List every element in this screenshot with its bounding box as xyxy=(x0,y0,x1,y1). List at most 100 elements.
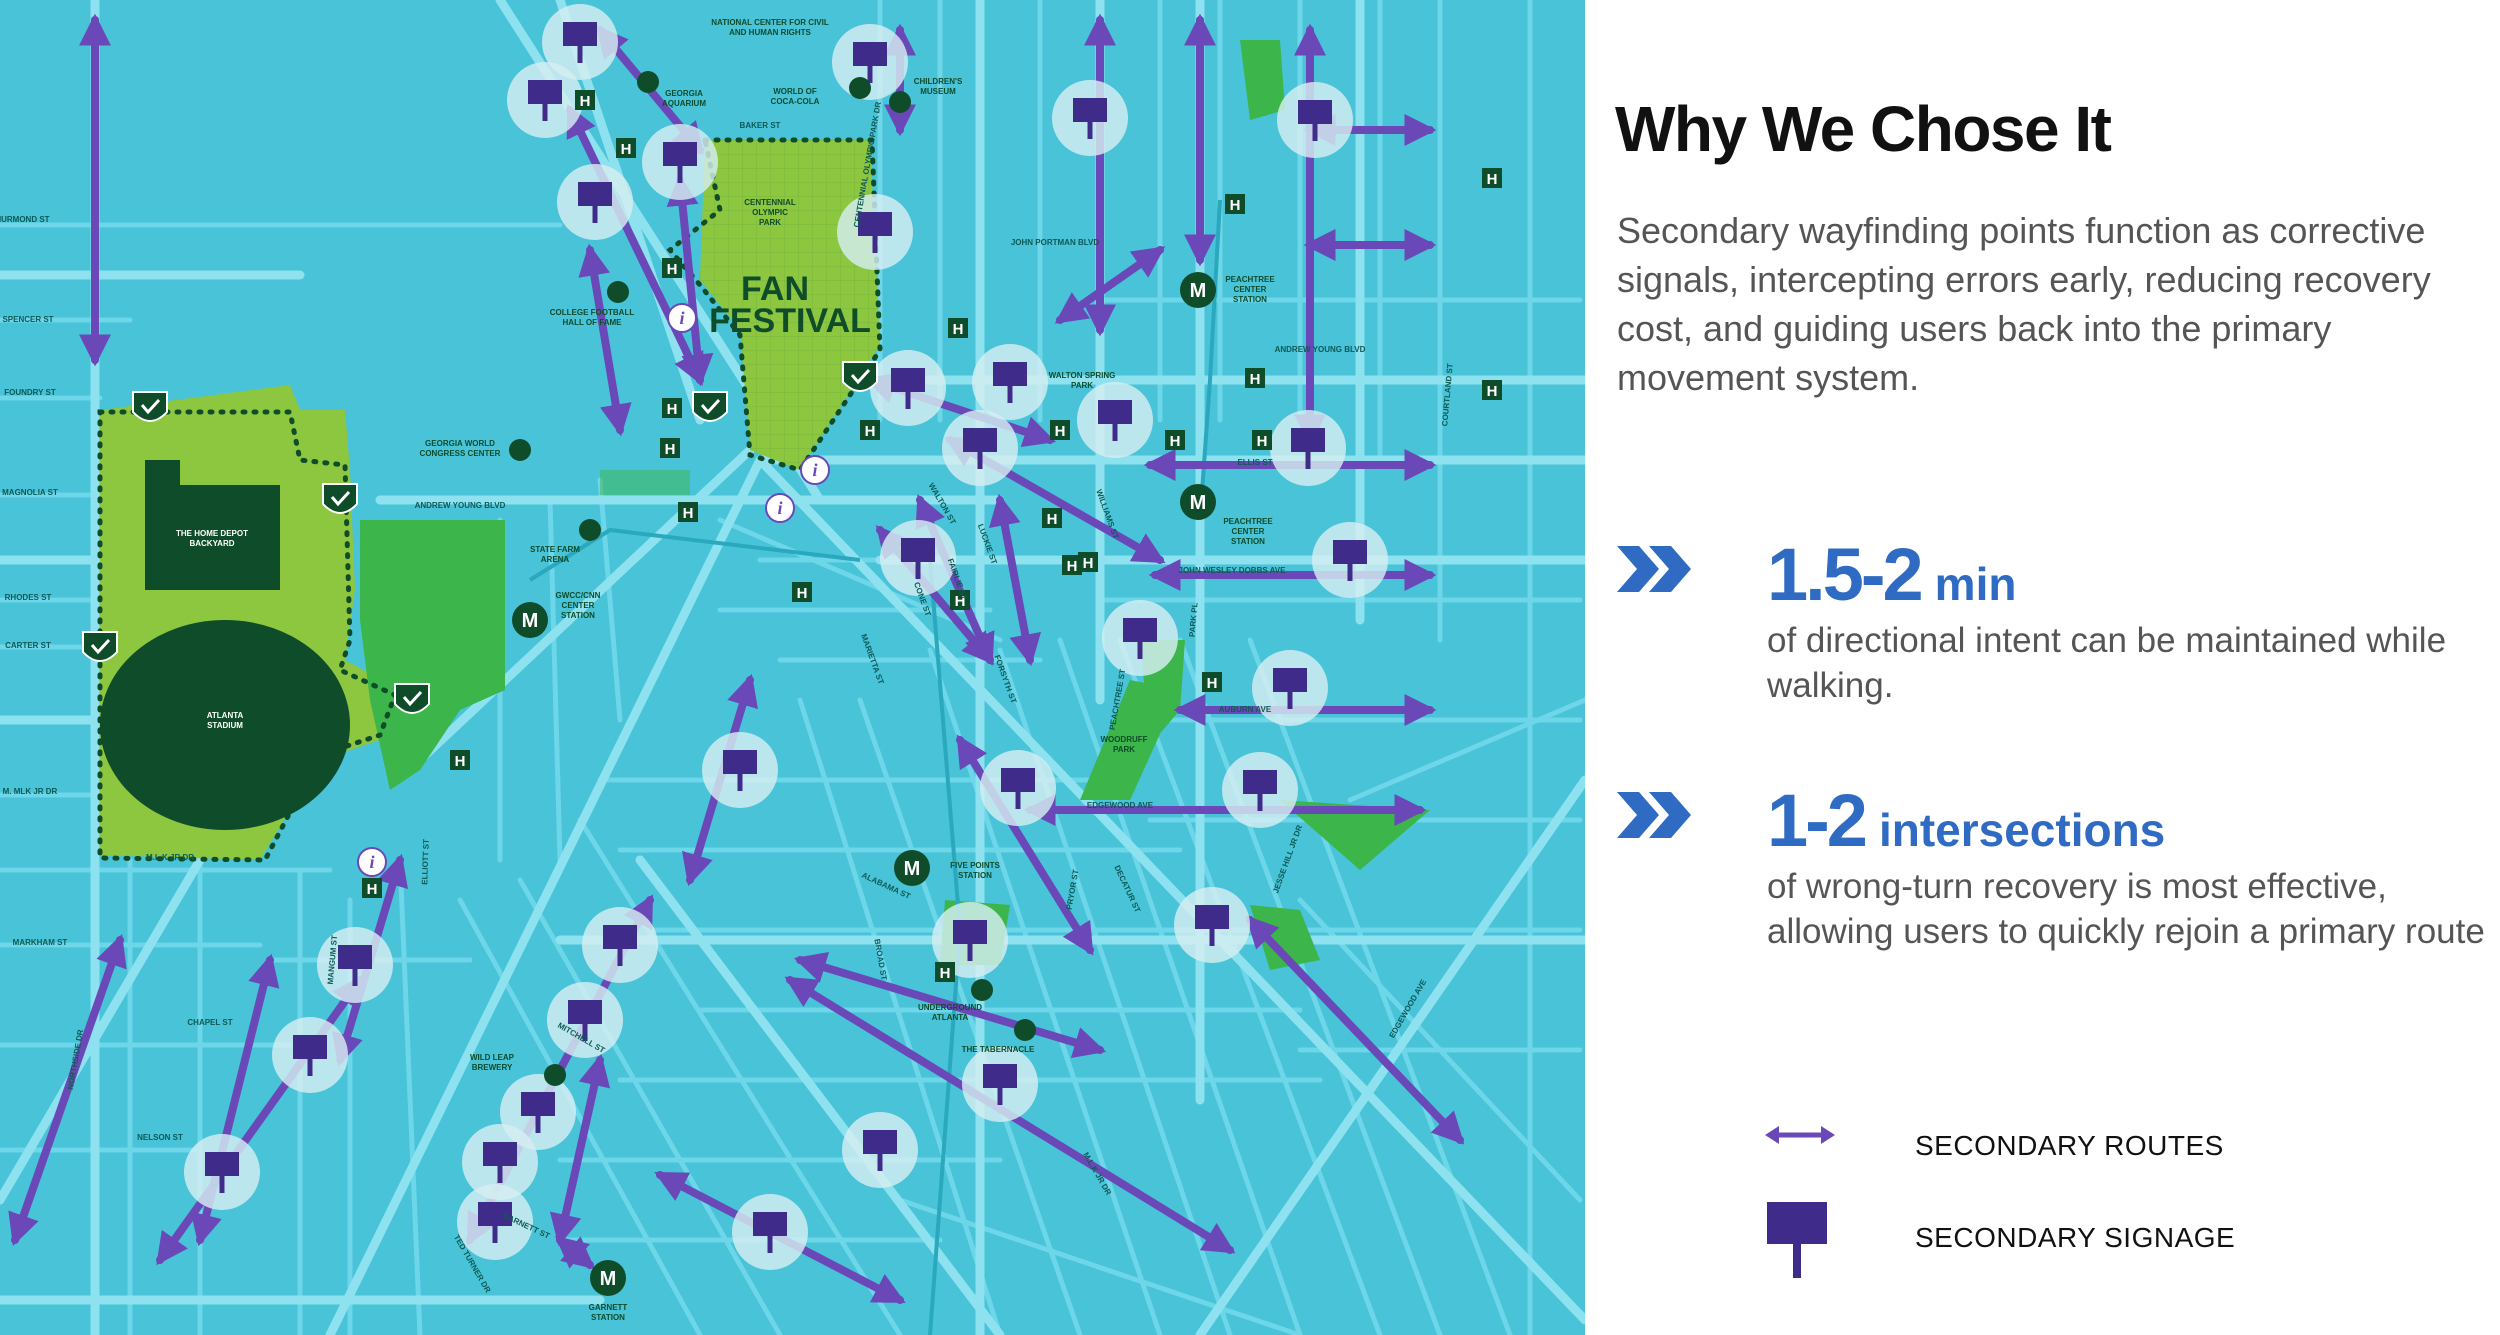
attraction-dots xyxy=(509,71,1036,1086)
secondary-sign-icon xyxy=(184,1134,260,1210)
hotel-icon: H xyxy=(450,750,470,770)
hotel-icon: H xyxy=(1062,555,1082,575)
info-icon: i xyxy=(357,847,387,877)
legend-secondary-routes: SECONDARY ROUTES xyxy=(1765,1120,2465,1210)
secondary-sign-icon xyxy=(932,902,1008,978)
secondary-sign-icon xyxy=(462,1124,538,1200)
atlanta-stadium-shape xyxy=(100,620,350,830)
place-label: AND HUMAN RIGHTS xyxy=(729,28,811,37)
marta-station-icon: M xyxy=(590,1260,626,1296)
hotel-icon: H xyxy=(662,258,682,278)
street-label: THURMOND ST xyxy=(0,215,50,224)
marta-stations: M M M M M xyxy=(512,272,1216,1296)
place-label: WOODRUFF xyxy=(1100,735,1147,744)
secondary-sign-icon xyxy=(547,982,623,1058)
place-label: STATION xyxy=(591,1313,625,1322)
fan-festival-label-1: FAN xyxy=(741,270,809,308)
info-icon: i xyxy=(765,493,795,523)
secondary-sign-icon xyxy=(732,1194,808,1270)
hotel-icon: H xyxy=(1225,194,1245,214)
security-checkpoint-icon xyxy=(394,683,430,714)
svg-text:H: H xyxy=(667,261,678,278)
secondary-route xyxy=(578,243,632,437)
place-label: STATION xyxy=(958,871,992,880)
street-label: CHAPEL ST xyxy=(187,1018,232,1027)
security-checkpoint-icon xyxy=(132,391,168,422)
svg-text:i: i xyxy=(679,308,684,328)
place-label: STATION xyxy=(1233,295,1267,304)
street-label: MANGUM ST xyxy=(326,935,339,985)
panel-intro: Secondary wayfinding points function as … xyxy=(1617,210,2431,398)
svg-text:M: M xyxy=(1190,492,1207,514)
street-label: JOHN WESLEY DOBBS AVE xyxy=(1179,566,1287,575)
svg-text:H: H xyxy=(953,321,964,338)
secondary-signage-layer xyxy=(184,4,1388,1270)
secondary-route xyxy=(666,173,714,387)
place-label: CENTER xyxy=(562,601,595,610)
street-label: ELLIOTT ST xyxy=(420,839,431,885)
svg-text:H: H xyxy=(1067,558,1078,575)
hotel-icon: H xyxy=(935,962,955,982)
svg-text:H: H xyxy=(1230,197,1241,214)
secondary-sign-icon xyxy=(837,194,913,270)
svg-text:H: H xyxy=(455,753,466,770)
place-label: CENTER xyxy=(1234,285,1267,294)
svg-text:H: H xyxy=(580,93,591,110)
hotel-icon: H xyxy=(662,398,682,418)
secondary-sign-icon xyxy=(1312,522,1388,598)
secondary-route xyxy=(1245,915,1465,1145)
place-label: ATLANTA xyxy=(932,1013,969,1022)
street-label: EDGEWOOD AVE xyxy=(1087,801,1154,810)
place-label: PARK xyxy=(759,218,781,227)
secondary-route xyxy=(988,493,1042,667)
hotel-icon: H xyxy=(1482,380,1502,400)
place-label: GEORGIA WORLD xyxy=(425,439,495,448)
secondary-sign-icon xyxy=(642,124,718,200)
place-label: WORLD OF xyxy=(773,87,817,96)
secondary-sign-icon xyxy=(702,732,778,808)
double-arrow-icon xyxy=(1765,1126,1835,1144)
svg-text:H: H xyxy=(1047,511,1058,528)
stat-unit: min xyxy=(1934,558,2017,610)
info-icon: i xyxy=(667,303,697,333)
place-label: HALL OF FAME xyxy=(563,318,623,327)
place-labels: THE HOME DEPOTBACKYARDATLANTASTADIUMCENT… xyxy=(176,18,1275,1322)
secondary-sign-icon xyxy=(842,1112,918,1188)
hotel-icon: H xyxy=(1165,430,1185,450)
stat-walking-time: 1.5-2 min of directional intent can be ma… xyxy=(1617,532,2477,705)
place-label: THE TABERNACLE xyxy=(962,1045,1035,1054)
secondary-sign-icon xyxy=(1052,80,1128,156)
street-label: ANDREW YOUNG BLVD xyxy=(415,501,506,510)
security-checkpoints xyxy=(82,361,878,714)
svg-text:H: H xyxy=(1487,171,1498,188)
street-label: RHODES ST xyxy=(5,593,52,602)
secondary-sign-icon xyxy=(457,1184,533,1260)
place-label: CENTENNIAL xyxy=(744,198,796,207)
place-label: ATLANTA xyxy=(207,711,244,720)
place-label: STATE FARM xyxy=(530,545,580,554)
hotel-icon: H xyxy=(950,590,970,610)
hotel-icon: H xyxy=(1252,430,1272,450)
marta-station-icon: M xyxy=(1180,272,1216,308)
stat-description: of wrong-turn recovery is most effective… xyxy=(1767,867,2485,951)
svg-text:i: i xyxy=(777,498,782,518)
hotel-icon: H xyxy=(860,420,880,440)
street-label: JOHN PORTMAN BLVD xyxy=(1011,238,1100,247)
street-label: NELSON ST xyxy=(137,1133,183,1142)
place-label: FIVE POINTS xyxy=(950,861,1000,870)
double-chevron-icon xyxy=(1617,792,1691,838)
svg-text:i: i xyxy=(369,852,374,872)
secondary-route xyxy=(956,734,1094,956)
stat-unit: intersections xyxy=(1878,804,2166,856)
place-label: CENTER xyxy=(1232,527,1265,536)
street-label: ELLIS ST xyxy=(1237,458,1272,467)
legend-label: SECONDARY SIGNAGE xyxy=(1915,1222,2236,1253)
svg-text:H: H xyxy=(865,423,876,440)
fan-festival-label-2: FESTIVAL xyxy=(709,302,871,340)
hotel-icon: H xyxy=(1078,552,1098,572)
stat-number: 1-2 xyxy=(1767,779,1868,862)
marta-station-icon: M xyxy=(894,850,930,886)
place-label: OLYMPIC xyxy=(752,208,788,217)
secondary-sign-icon xyxy=(582,907,658,983)
hotel-icon: H xyxy=(678,502,698,522)
